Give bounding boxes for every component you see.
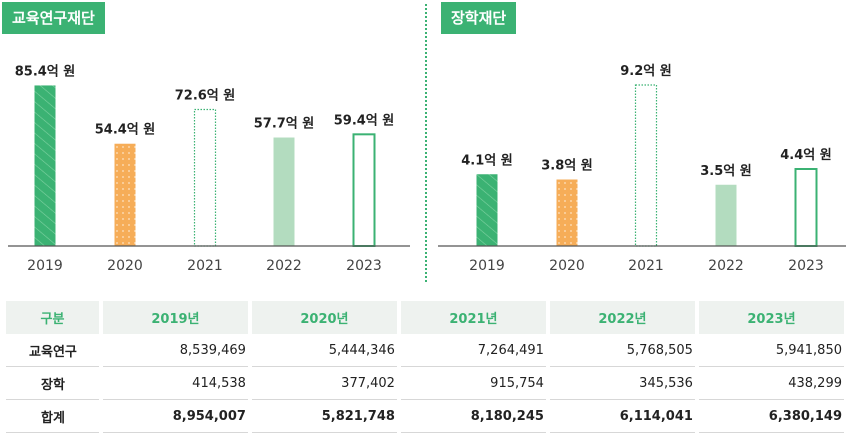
- tick-label-2022: 2022: [266, 258, 302, 274]
- summary-table: 구분 2019년 2020년 2021년 2022년 2023년 교육연구 8,…: [2, 301, 848, 433]
- scholarship-bar-chart: 4.1억 원 2019 3.8억 원 2020 9.2억 원 2021 3.5억 원 2022…: [438, 64, 846, 274]
- tick-label-2019: 2019: [27, 258, 63, 274]
- table-cell: 6,380,149: [698, 400, 844, 433]
- table-cell: 7,264,491: [400, 334, 546, 367]
- tick-label-2020: 2020: [549, 258, 585, 274]
- data-label-2019: 85.4억 원: [15, 64, 76, 79]
- data-label-2021: 9.2억 원: [620, 64, 671, 79]
- tick-label-2022: 2022: [708, 258, 744, 274]
- bar-2019: [34, 85, 56, 246]
- table-cell: 915,754: [400, 367, 546, 400]
- tick-label-2023: 2023: [346, 258, 382, 274]
- bar-2021: [634, 84, 658, 247]
- data-label-2021: 72.6억 원: [175, 89, 236, 104]
- table-row-total: 합계 8,954,007 5,821,748 8,180,245 6,114,0…: [6, 400, 844, 433]
- row-label: 교육연구: [6, 334, 99, 367]
- table-cell: 5,768,505: [549, 334, 695, 367]
- tick-label-2020: 2020: [107, 258, 143, 274]
- data-label-2022: 57.7억 원: [254, 117, 315, 132]
- header-2019: 2019년: [102, 301, 248, 334]
- table-cell: 414,538: [102, 367, 248, 400]
- table-cell: 6,114,041: [549, 400, 695, 433]
- row-label: 장학: [6, 367, 99, 400]
- table-cell: 8,539,469: [102, 334, 248, 367]
- header-2022: 2022년: [549, 301, 695, 334]
- chart-title-scholarship: 장학재단: [441, 2, 517, 34]
- row-label: 합계: [6, 400, 99, 433]
- table-cell: 345,536: [549, 367, 695, 400]
- bar-2021: [193, 108, 217, 247]
- bar-2020: [556, 179, 578, 246]
- data-label-2019: 4.1억 원: [461, 153, 512, 168]
- data-label-2023: 59.4억 원: [334, 113, 395, 128]
- bar-2020: [114, 143, 136, 246]
- tick-label-2023: 2023: [788, 258, 824, 274]
- table-cell: 5,941,850: [698, 334, 844, 367]
- tick-label-2021: 2021: [187, 258, 223, 274]
- tick-label-2021: 2021: [628, 258, 664, 274]
- bar-2023: [352, 133, 376, 247]
- tick-label-2019: 2019: [469, 258, 505, 274]
- bar-2022: [273, 137, 295, 246]
- table-header-row: 구분 2019년 2020년 2021년 2022년 2023년: [6, 301, 844, 334]
- table-cell: 5,444,346: [251, 334, 397, 367]
- table-cell: 5,821,748: [251, 400, 397, 433]
- bar-2022: [715, 184, 737, 246]
- education-bar-chart: 85.4억 원 2019 54.4억 원 2020 72.6억 원 2021 57.7억 원…: [8, 64, 410, 274]
- chart-title-education: 교육연구재단: [2, 2, 105, 34]
- data-label-2020: 54.4억 원: [95, 123, 156, 138]
- data-label-2023: 4.4억 원: [780, 148, 831, 163]
- table-cell: 8,954,007: [102, 400, 248, 433]
- header-category: 구분: [6, 301, 99, 334]
- table-cell: 438,299: [698, 367, 844, 400]
- table-cell: 377,402: [251, 367, 397, 400]
- header-2021: 2021년: [400, 301, 546, 334]
- header-2020: 2020년: [251, 301, 397, 334]
- table-cell: 8,180,245: [400, 400, 546, 433]
- chart-divider: [425, 4, 427, 282]
- table-row-education: 교육연구 8,539,469 5,444,346 7,264,491 5,768…: [6, 334, 844, 367]
- bar-2023: [794, 168, 818, 247]
- data-label-2020: 3.8억 원: [541, 159, 592, 174]
- table-row-scholarship: 장학 414,538 377,402 915,754 345,536 438,2…: [6, 367, 844, 400]
- bar-2019: [476, 174, 498, 246]
- data-label-2022: 3.5억 원: [700, 164, 751, 179]
- header-2023: 2023년: [698, 301, 844, 334]
